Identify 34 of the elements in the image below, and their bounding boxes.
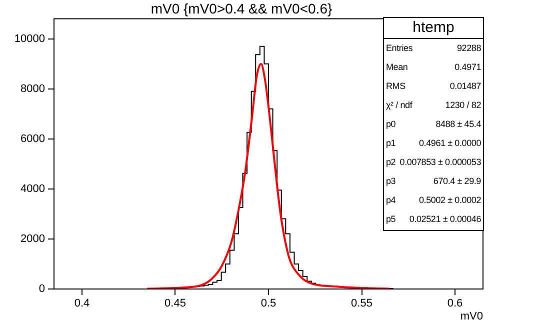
annotation: 0.02521 ± 0.00046: [409, 213, 481, 226]
annotation: p2: [386, 156, 396, 169]
annotation: Mean: [386, 61, 408, 74]
x-tick-label: 0.4: [74, 298, 90, 310]
annotation: 1230 / 82: [445, 99, 481, 112]
annotation: p1: [386, 137, 396, 150]
annotation: htemp: [384, 18, 483, 39]
annotation: p4: [386, 194, 396, 207]
y-tick-label: 4000: [20, 182, 45, 195]
annotation: χ² / ndf: [386, 99, 412, 112]
x-axis-title: mV0: [460, 310, 483, 322]
annotation: p0: [386, 118, 396, 131]
y-tick-label: 6000: [20, 132, 45, 145]
x-tick-label: 0.6: [447, 298, 463, 310]
annotation: p5: [386, 213, 396, 226]
annotation: 0.007853 ± 0.000053: [400, 156, 481, 169]
annotation: 0.5002 ± 0.0002: [419, 194, 481, 207]
annotation: 0.4961 ± 0.0000: [419, 137, 481, 150]
y-tick-label: 8000: [20, 82, 45, 95]
annotation: 0.4971: [454, 61, 481, 74]
x-tick-label: 0.45: [164, 298, 186, 310]
y-tick-label: 10000: [14, 32, 45, 45]
annotation: 0.01487: [450, 80, 481, 93]
annotation: 92288: [456, 42, 481, 55]
annotation: Entries: [386, 42, 413, 55]
x-tick-label: 0.55: [351, 298, 372, 310]
annotation: p3: [386, 175, 396, 188]
annotation: 8488 ± 45.4: [436, 118, 481, 131]
x-tick-label: 0.5: [260, 298, 276, 310]
annotation: RMS: [386, 80, 406, 93]
y-tick-label: 0: [38, 283, 45, 296]
chart-title: mV0 {mV0>0.4 && mV0<0.6}: [150, 0, 332, 16]
y-tick-label: 2000: [20, 232, 45, 245]
annotation: 670.4 ± 29.9: [433, 175, 481, 188]
